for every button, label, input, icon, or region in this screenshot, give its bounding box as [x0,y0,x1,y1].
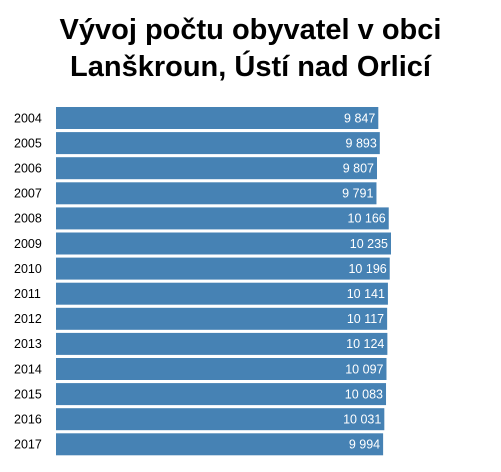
y-tick-label: 2010 [14,262,42,276]
y-tick-label: 2016 [14,412,42,426]
value-label: 9 893 [346,136,377,150]
y-tick-label: 2008 [14,212,42,226]
bar [56,408,385,431]
y-tick-label: 2015 [14,387,42,401]
value-label: 10 117 [347,312,384,326]
bar [56,383,387,406]
bar [56,358,387,380]
bar [56,232,391,255]
value-label: 10 031 [343,412,381,426]
value-label: 10 083 [345,387,383,401]
bar [56,157,377,180]
value-label: 10 097 [345,362,383,376]
value-label: 10 124 [346,337,384,351]
bar [56,332,388,355]
value-label: 10 141 [347,287,385,301]
bar [56,107,379,129]
y-tick-label: 2007 [14,187,42,201]
bar [56,132,380,155]
y-tick-label: 2017 [14,438,42,452]
bar [56,257,390,280]
chart-title: Vývoj počtu obyvatel v obci Lanškroun, Ú… [59,14,442,83]
value-label: 9 807 [343,161,374,175]
y-tick-label: 2006 [14,161,42,175]
value-label: 10 235 [350,237,388,251]
bar [56,282,388,305]
value-label: 10 166 [348,212,386,226]
y-tick-label: 2009 [14,237,42,251]
value-label: 9 994 [349,438,380,452]
y-tick-label: 2013 [14,337,42,351]
y-tick-label: 2005 [14,136,42,150]
bar [56,207,389,230]
value-label: 9 791 [342,187,373,201]
y-tick-label: 2011 [14,287,41,301]
y-tick-label: 2004 [14,111,42,125]
bar [56,433,384,456]
value-label: 9 847 [344,111,375,125]
value-label: 10 196 [348,262,386,276]
bar [56,182,377,205]
bar [56,307,388,330]
y-tick-label: 2012 [14,312,42,326]
y-tick-label: 2014 [14,362,42,376]
